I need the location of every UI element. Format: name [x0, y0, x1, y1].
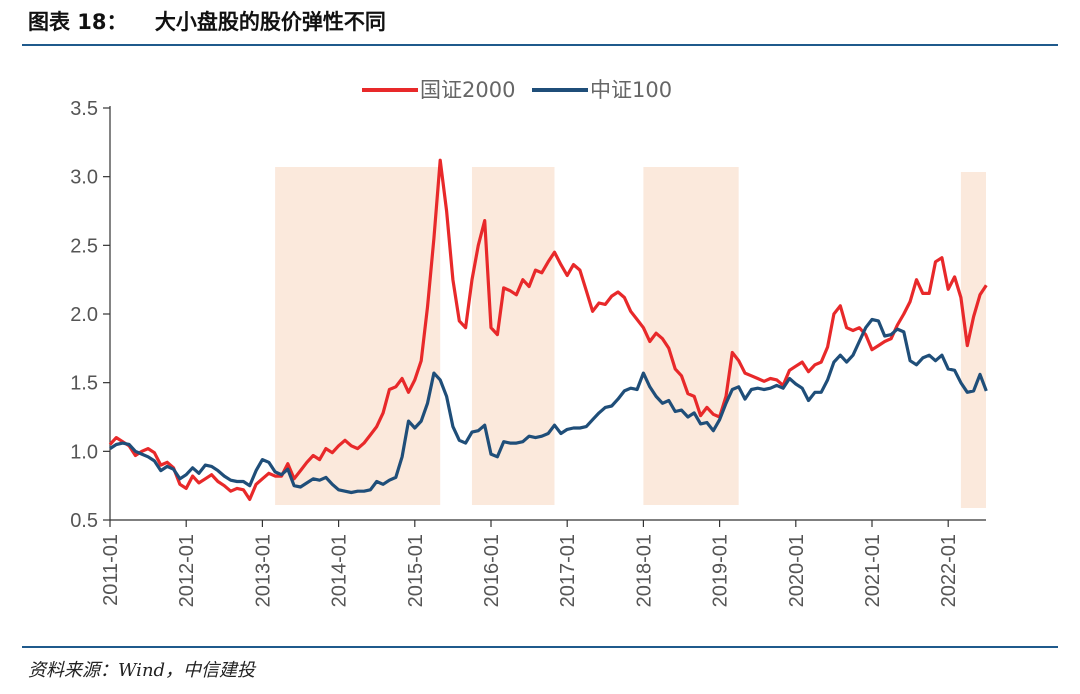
x-tick-label: 2011-01 [100, 534, 122, 606]
axes: 0.5 1.0 1.5 2.0 2.5 3.0 3.5 2011-01 2012-01 2013-… [70, 98, 986, 607]
shaded-period [471, 167, 555, 505]
y-tick-label: 3.0 [70, 167, 98, 189]
x-tick-label: 2016-01 [481, 534, 503, 607]
legend-label: 国证2000 [420, 78, 515, 102]
x-tick-label: 2013-01 [252, 534, 274, 607]
x-tick-label: 2021-01 [862, 534, 884, 607]
legend: 国证2000 中证100 [362, 78, 672, 102]
x-tick-label: 2012-01 [176, 534, 198, 607]
shaded-periods [275, 167, 986, 508]
x-tick-label: 2020-01 [786, 534, 808, 607]
top-divider [22, 44, 1058, 46]
y-tick-label: 3.5 [70, 98, 98, 120]
x-tick-label: 2018-01 [633, 534, 655, 607]
series-lines [108, 158, 988, 501]
legend-label: 中证100 [590, 78, 672, 102]
y-tick-label: 2.0 [70, 304, 98, 326]
bottom-divider [22, 646, 1058, 648]
shaded-period [275, 167, 441, 505]
y-tick-label: 2.5 [70, 235, 98, 257]
y-tick-label: 1.5 [70, 373, 98, 395]
series-line-guozheng2000 [108, 158, 988, 501]
series-line-zhongzheng100 [109, 317, 988, 495]
figure-label: 图表 18： [28, 10, 128, 34]
source-note: 资料来源：Wind，中信建投 [28, 660, 256, 681]
x-tick-label: 2019-01 [710, 534, 732, 607]
figure-title: 图表 18： 大小盘股的股价弹性不同 [28, 6, 386, 36]
y-tick-label: 1.0 [70, 441, 98, 463]
x-tick-label: 2022-01 [938, 534, 960, 607]
y-tick-label: 0.5 [70, 510, 98, 532]
x-tick-label: 2017-01 [557, 534, 579, 607]
shaded-period [960, 172, 986, 508]
x-tick-label: 2015-01 [405, 534, 427, 607]
figure-title-text: 大小盘股的股价弹性不同 [154, 10, 386, 34]
x-tick-label: 2014-01 [329, 534, 351, 607]
